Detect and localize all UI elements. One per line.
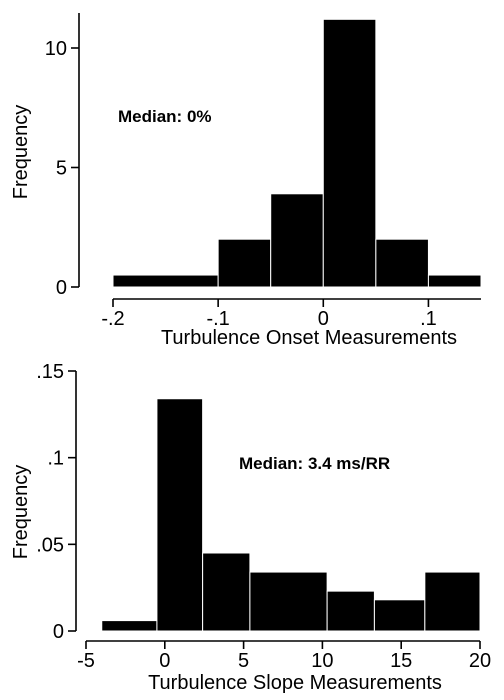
histogram-bar <box>375 238 429 288</box>
x-axis-title: Turbulence Onset Measurements <box>161 327 457 349</box>
x-tick-label: -.2 <box>101 308 124 330</box>
histogram-bar <box>112 274 219 288</box>
y-axis-title: Frequency <box>10 105 32 200</box>
y-tick-label: .15 <box>36 361 64 383</box>
x-tick-label: -5 <box>77 650 95 672</box>
y-tick-label: 0 <box>56 277 67 299</box>
histogram-bar <box>202 552 251 632</box>
x-tick-label: .1 <box>420 308 437 330</box>
histogram-bar <box>373 599 426 632</box>
histogram-bar <box>427 274 482 288</box>
median-annotation: Median: 0% <box>118 107 212 126</box>
histogram-bar <box>270 193 324 288</box>
median-annotation: Median: 3.4 ms/RR <box>239 454 390 473</box>
x-tick-label: 0 <box>318 308 329 330</box>
histogram-bar <box>101 620 158 632</box>
histogram-bar <box>322 18 377 288</box>
x-tick-label: 0 <box>159 650 170 672</box>
y-tick-label: 10 <box>45 38 67 60</box>
x-tick-label: 5 <box>238 650 249 672</box>
histogram-bar <box>424 571 481 632</box>
chart-panel-slope: 0 .05 .1 .15 -5 0 5 10 15 20 Turbulence Slope Meas… <box>10 361 491 694</box>
histogram-bar <box>217 238 272 288</box>
x-tick-label: 10 <box>311 650 333 672</box>
y-tick-label: 5 <box>56 158 67 180</box>
y-axis-title: Frequency <box>10 465 32 560</box>
histogram-bar <box>156 398 204 632</box>
y-tick-label: .05 <box>36 534 64 556</box>
x-tick-label: -.1 <box>206 308 229 330</box>
histogram-bar <box>249 571 328 632</box>
y-tick-label: .1 <box>47 448 64 470</box>
y-tick-label: 0 <box>53 621 64 643</box>
histogram-bar <box>326 590 375 632</box>
x-tick-label: 15 <box>390 650 412 672</box>
x-axis-title: Turbulence Slope Measurements <box>148 672 442 694</box>
x-tick-label: 20 <box>469 650 491 672</box>
